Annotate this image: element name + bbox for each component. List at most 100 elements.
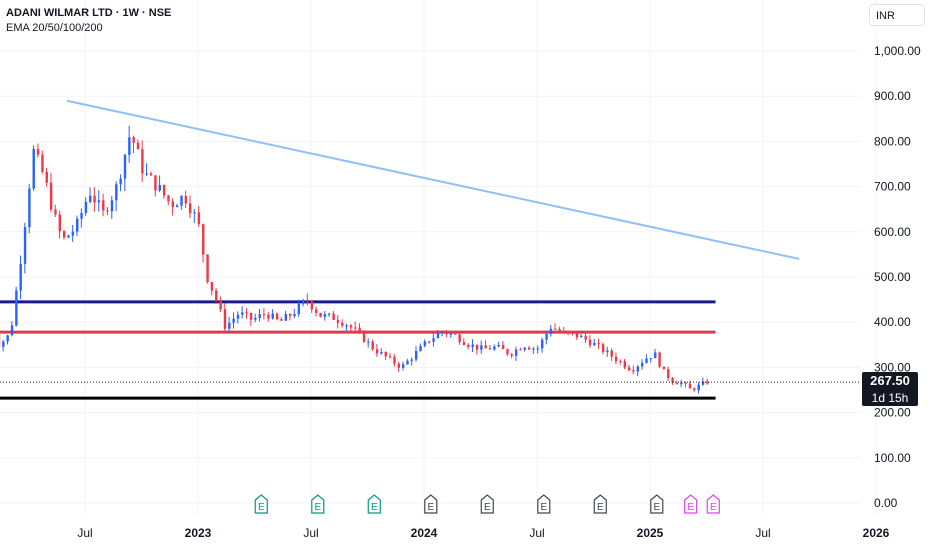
candle-body [206,254,209,283]
candle-body [106,210,109,212]
candle-body [41,154,44,172]
candle-body [480,345,483,350]
bar-countdown: 1d 15h [871,391,909,405]
candle-body [232,318,235,323]
candle-body [627,367,631,371]
candle-body [245,312,248,314]
candle-body [493,346,496,350]
earnings-marker[interactable]: E [593,494,607,514]
candle-body [580,335,583,338]
candle-body [215,290,218,301]
earnings-marker-label: E [540,502,547,513]
candle-body [180,196,183,206]
earnings-marker-label: E [484,502,491,513]
chart-legend: ADANI WILMAR LTD · 1W · NSE EMA 20/50/10… [6,6,171,36]
candle-body [189,203,192,214]
candle-body [528,347,531,350]
last-price-value: 267.50 [870,373,910,388]
earnings-marker[interactable]: E [684,494,698,514]
candle-body [275,313,279,320]
earnings-marker[interactable]: E [311,494,325,514]
candle-body [293,314,296,317]
candle-body [175,205,179,208]
candle-body [28,188,31,228]
time-axis[interactable]: Jul2023Jul2024Jul2025Jul2026Jul2027Jul20… [77,526,932,540]
candle-body [671,377,674,383]
y-tick-label: 900.00 [874,89,911,103]
candle-body [441,331,444,334]
candle-body [610,350,613,357]
y-tick-label: 600.00 [874,225,911,239]
candle-body [649,358,653,360]
candle-body [632,370,635,372]
symbol-title[interactable]: ADANI WILMAR LTD · 1W · NSE [6,7,172,19]
candle-body [680,382,683,385]
candle-body [254,318,257,320]
candle-body [462,342,466,345]
candle-body [388,356,392,358]
earnings-marker[interactable]: E [706,494,720,514]
candle-body [575,332,579,338]
candle-body [271,313,274,319]
candle-body [362,331,366,342]
earnings-marker-label: E [710,502,717,513]
candle-body [410,359,414,361]
candle-body [10,325,14,336]
candle-body [536,348,540,350]
candle-body [619,361,622,363]
earnings-marker[interactable]: E [254,494,268,514]
candle-body [123,154,127,179]
candle-body [497,345,500,347]
y-tick-label: 1,000.00 [874,44,921,58]
earnings-marker-label: E [314,502,321,513]
trendline[interactable] [66,99,800,260]
candles [0,125,709,394]
candle-body [436,333,440,339]
candle-body [258,314,261,319]
candle-body [562,331,566,333]
candle-body [54,209,57,215]
candle-body [297,303,301,315]
candle-body [449,333,453,335]
candle-body [36,148,40,155]
trendline-segment[interactable] [66,99,800,260]
candle-body [601,344,605,353]
candle-body [154,175,157,191]
candle-body [280,319,283,321]
candle-body [558,329,561,332]
candle-body [514,349,518,356]
x-tick-label: Jul [755,526,770,540]
earnings-marker[interactable]: E [480,494,494,514]
candle-body [319,312,322,317]
earnings-marker[interactable]: E [367,494,381,514]
earnings-marker-label: E [427,502,434,513]
candle-body [454,333,457,335]
candle-body [89,195,92,202]
candle-body [349,325,353,328]
earnings-marker[interactable]: E [537,494,551,514]
candle-body [288,314,292,317]
candle-body [219,300,222,310]
currency-button[interactable]: INR [869,4,925,26]
earnings-marker-label: E [597,502,604,513]
candle-body [62,231,66,238]
candle-body [71,231,75,236]
candle-body [593,343,596,346]
candle-body [654,352,657,359]
price-axis[interactable]: 0.00 100.00 200.00 300.00 400.00 500.00 600.00… [874,44,921,510]
earnings-marker[interactable]: E [650,494,664,514]
candle-body [371,341,374,350]
earnings-marker-label: E [687,502,694,513]
indicator-label[interactable]: EMA 20/50/100/200 [6,22,103,34]
horizontal-levels[interactable] [0,300,716,400]
candle-body [93,195,96,203]
candle-body [675,382,679,385]
candle-body [115,184,118,201]
candle-body [132,137,135,143]
candle-body [614,356,618,362]
candle-body [467,344,470,348]
earnings-marker[interactable]: E [424,494,438,514]
candle-body [380,352,383,354]
